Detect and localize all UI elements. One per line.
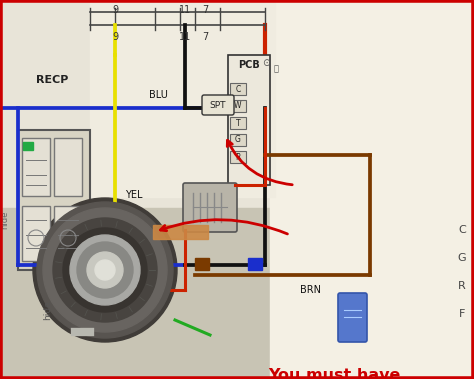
Bar [90,0,275,197]
Text: 7: 7 [202,32,208,42]
Text: SPT: SPT [210,100,226,110]
Text: R: R [458,281,466,291]
Text: hide: hide [0,211,9,229]
Text: 9: 9 [112,5,118,15]
Circle shape [53,218,157,322]
Text: C: C [458,225,466,235]
Bar [23,142,33,150]
Text: You must have
240vac to the
input side of the
transformer.  In
this diagram the
: You must have 240vac to the input side o… [268,368,418,379]
Text: F: F [459,309,465,319]
Text: W: W [234,102,242,111]
FancyBboxPatch shape [338,293,367,342]
Bar [195,258,209,270]
Bar [0,208,270,379]
Bar [153,225,208,239]
Circle shape [37,202,173,338]
Text: BLU: BLU [148,90,167,100]
Text: 11: 11 [179,5,191,15]
Bar [54,206,82,261]
Text: 11: 11 [179,32,191,42]
Circle shape [63,228,147,312]
Text: PCB: PCB [238,60,260,70]
Bar [270,0,474,379]
Text: YEL: YEL [125,190,143,200]
Circle shape [95,260,115,280]
Bar [230,151,246,163]
Text: G: G [235,136,241,144]
Circle shape [43,208,167,332]
FancyBboxPatch shape [183,183,237,232]
Bar [22,206,50,261]
Text: R: R [235,152,241,161]
Text: 7: 7 [202,5,208,15]
Bar [54,138,82,196]
Bar [228,55,270,185]
Text: 9: 9 [112,32,118,42]
Bar [248,258,262,270]
Text: ⊙: ⊙ [262,58,270,68]
Bar [230,83,246,95]
Bar [230,134,246,146]
Text: C: C [236,85,241,94]
FancyBboxPatch shape [202,95,234,115]
Bar [230,100,246,112]
Bar [0,0,270,379]
Text: G: G [458,253,466,263]
Circle shape [33,198,177,342]
Text: BRN: BRN [300,285,321,295]
Bar [230,117,246,129]
Text: ㏙: ㏙ [274,64,279,74]
Circle shape [87,252,123,288]
Text: RECP: RECP [36,75,68,85]
Bar [22,138,50,196]
Circle shape [70,235,140,305]
Circle shape [77,242,133,298]
Text: T: T [236,119,240,127]
Text: hide: hide [44,300,53,320]
Bar [18,130,90,270]
Bar [0,0,275,208]
